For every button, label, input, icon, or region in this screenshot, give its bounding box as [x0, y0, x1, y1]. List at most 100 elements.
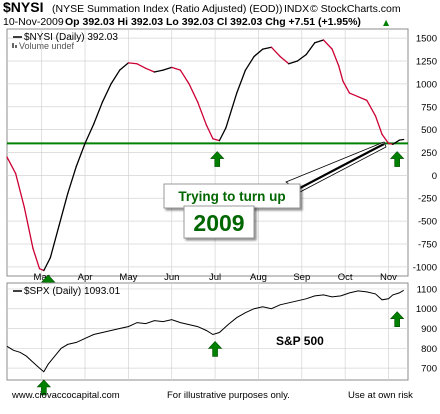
nysi-segment-41	[342, 80, 351, 94]
nysi-segment-36	[305, 42, 316, 56]
nysi-segment-0	[6, 156, 17, 175]
nysi-segment-32	[270, 46, 281, 58]
callout-pointer-stroke	[299, 143, 385, 189]
nysi-segment-11	[93, 101, 104, 125]
footer-disclaimer: For illustrative purposes only.	[167, 390, 290, 401]
nysi-x-tick-8: Nov	[380, 272, 397, 283]
nysi-y-tick-labels: -1000 -750 -500 -250 0 250 500 750 1000 1250 1500	[413, 34, 437, 274]
nysi-segment-7	[58, 193, 69, 227]
nysi-segment-22	[188, 83, 199, 103]
volume-bar-icon	[12, 43, 14, 48]
nysi-x-tick-1: Apr	[78, 272, 93, 283]
nysi-segment-31	[262, 46, 273, 50]
nysi-segment-8	[67, 165, 78, 195]
spx-marker-arrow-icon-0	[36, 379, 52, 396]
nysi-segment-16	[136, 63, 147, 69]
nysi-segment-20	[171, 66, 182, 71]
spx-marker-arrow-icon-1	[207, 340, 223, 357]
nysi-segment-39	[331, 48, 340, 67]
spx-line	[6, 289, 404, 373]
nysi-marker-arrow-icon-1	[210, 151, 225, 167]
nysi-x-tick-3: Jun	[164, 272, 179, 283]
quote-date: 10-Nov-2009	[3, 16, 64, 28]
nysi-y-tick-3: -250	[418, 194, 437, 205]
nysi-y-tick-8: 1000	[416, 79, 437, 90]
nysi-y-tick-5: 250	[421, 148, 437, 159]
nysi-y-tick-0: -1000	[413, 262, 437, 273]
annotation-trying: Trying to turn up	[163, 183, 301, 209]
nysi-segment-10	[84, 123, 95, 145]
volume-bar-icon-2	[15, 45, 17, 48]
nysi-marker-arrow-icon-2	[389, 151, 405, 167]
footer-risk: Use at own risk	[348, 390, 413, 401]
nysi-segment-28	[236, 69, 247, 94]
nysi-y-tick-6: 500	[421, 125, 437, 136]
nysi-grid	[7, 29, 408, 276]
annotation-year-text: 2009	[193, 210, 244, 236]
nysi-segment-44	[366, 99, 377, 117]
nysi-markers	[40, 151, 405, 291]
nysi-segment-38	[322, 39, 333, 50]
spx-legend: $SPX (Daily) 1093.01	[13, 286, 121, 297]
nysi-segment-3	[32, 247, 41, 270]
up-arrow-icon: ▲	[383, 18, 390, 27]
nysi-segment-26	[218, 127, 227, 142]
spx-y-tick-4: 1100	[417, 284, 437, 295]
nysi-segment-19	[162, 66, 173, 71]
spx-grid	[7, 283, 408, 380]
nysi-segment-12	[101, 83, 112, 103]
nysi-segment-37	[314, 39, 325, 44]
nysi-segment-13	[110, 69, 121, 85]
chart-header: $NYSI (NYSE Summation Index (Ratio Adjus…	[3, 0, 401, 28]
nysi-segment-35	[296, 53, 307, 62]
symbol-title: $NYSI	[3, 0, 43, 15]
annotation-trying-text: Trying to turn up	[178, 189, 285, 204]
spx-y-tick-labels: 700 800 900 1000 1100	[416, 284, 437, 374]
nysi-y-tick-2: -500	[418, 217, 437, 228]
spx-series-label: S&P 500	[276, 334, 324, 348]
nysi-segment-9	[75, 142, 86, 167]
nysi-legend: $NYSI (Daily) 392.03 Volume undef	[12, 32, 118, 51]
spx-y-tick-1: 800	[421, 344, 437, 355]
nysi-segment-1	[15, 172, 25, 209]
nysi-x-tick-2: May	[119, 272, 137, 283]
nysi-segment-40	[337, 64, 344, 82]
nysi-x-tick-7: Oct	[338, 272, 353, 283]
nysi-legend-label: $NYSI (Daily) 392.03	[24, 32, 118, 43]
spx-series	[6, 289, 404, 373]
quote-values: Op 392.03 Hi 392.03 Lo 392.03 Cl 392.03 …	[65, 16, 361, 28]
nysi-segment-21	[179, 69, 190, 85]
spx-marker-arrow-icon-2	[389, 311, 405, 328]
spx-legend-label: $SPX (Daily) 1093.01	[24, 286, 121, 297]
nysi-segment-45	[374, 115, 383, 135]
nysi-x-tick-4: Jul	[209, 272, 221, 283]
nysi-y-tick-4: 0	[432, 171, 437, 182]
footer-website: www.ciovaccocapital.com	[11, 390, 120, 401]
nysi-segment-43	[357, 96, 368, 102]
nysi-segment-4	[38, 268, 45, 272]
nysi-segment-2	[23, 206, 34, 250]
nysi-y-tick-9: 1250	[416, 57, 437, 68]
spx-y-tick-0: 700	[421, 364, 437, 375]
nysi-y-tick-7: 750	[421, 102, 437, 113]
nysi-segment-30	[253, 48, 264, 58]
annotation-year-box	[183, 205, 255, 239]
nysi-panel: -1000-750-500-2500250500750100012501500 …	[6, 28, 437, 291]
nysi-segment-14	[119, 62, 130, 71]
nysi-segment-29	[244, 55, 255, 71]
nysi-segment-34	[288, 60, 299, 65]
copyright-label: © StockCharts.com	[310, 3, 401, 15]
nysi-segment-5	[43, 257, 52, 272]
nysi-x-tick-5: Aug	[250, 272, 267, 283]
nysi-segment-15	[127, 62, 138, 65]
nysi-segment-18	[153, 69, 164, 73]
nysi-segment-46	[381, 133, 390, 145]
nysi-segment-49	[398, 138, 405, 141]
chart-footer: www.ciovaccocapital.com For illustrative…	[11, 390, 413, 401]
nysi-segment-33	[279, 55, 290, 65]
nysi-segment-27	[225, 92, 238, 129]
nysi-segment-24	[205, 124, 214, 140]
spx-panel: 700 800 900 1000 1100 $SPX (Daily) 1093.01 S…	[6, 282, 437, 396]
exchange-label: INDX	[284, 3, 309, 15]
annotation-trying-box	[163, 183, 301, 209]
